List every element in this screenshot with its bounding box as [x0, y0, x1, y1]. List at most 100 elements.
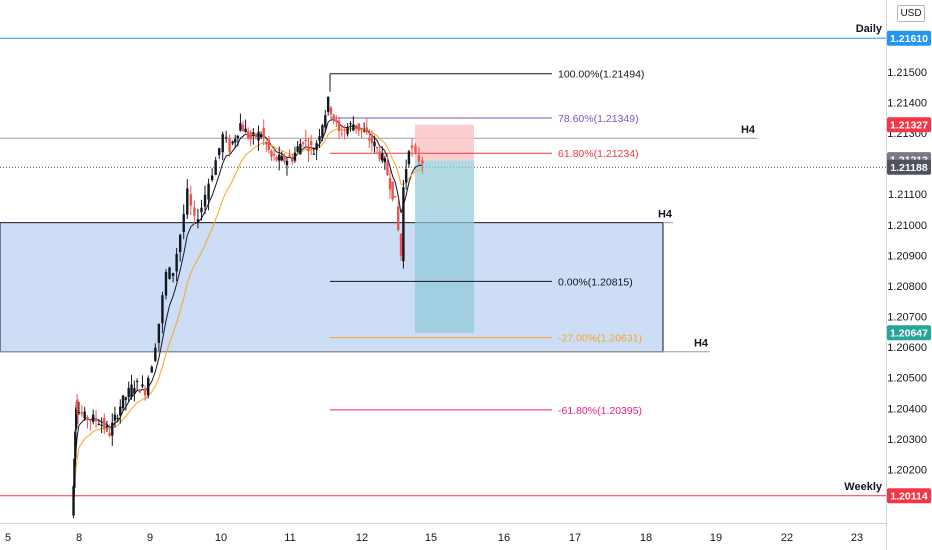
price-tick-1.21500: 1.21500: [887, 67, 927, 79]
price-tag-label: 1.21610: [890, 33, 928, 45]
candle-body: [150, 366, 153, 373]
candle-body: [329, 107, 333, 115]
candle-body: [402, 187, 405, 262]
candle-body: [312, 153, 316, 155]
price-tick-1.21000: 1.21000: [887, 220, 927, 232]
candle-body: [164, 272, 168, 296]
position-layer: [415, 124, 474, 333]
time-tick-16: 16: [498, 532, 510, 544]
candle-body: [388, 178, 392, 190]
time-tick-22: 22: [781, 532, 793, 544]
candle-body: [394, 195, 397, 198]
candle-body: [121, 395, 125, 409]
currency-button[interactable]: USD: [897, 5, 925, 22]
candle-body: [321, 125, 324, 138]
time-tick-19: 19: [710, 532, 722, 544]
candle-body: [161, 295, 164, 324]
price-tick-1.20800: 1.20800: [887, 281, 927, 293]
candle-body: [224, 137, 228, 139]
candle-body: [94, 418, 98, 422]
candle-body: [236, 135, 240, 139]
candle-body: [357, 123, 361, 131]
candle-body: [231, 141, 234, 144]
candle-body: [157, 323, 161, 343]
candle-body: [407, 151, 411, 165]
candle-body: [354, 125, 358, 129]
candle-body: [116, 417, 119, 419]
candle-body: [375, 147, 379, 149]
level-label-h4: H4: [694, 338, 709, 350]
candle-body: [352, 124, 355, 131]
candle-body: [299, 143, 302, 155]
time-tick-23: 23: [851, 532, 863, 544]
candle-body: [72, 486, 75, 516]
price-axis[interactable]: 1.215001.214001.213001.211001.210001.209…: [887, 67, 927, 477]
candle-body: [346, 127, 349, 135]
time-tick-9: 9: [147, 532, 153, 544]
demand-zone-box[interactable]: [0, 222, 664, 353]
candle-body: [127, 387, 130, 398]
candle-body: [221, 134, 224, 153]
candle-body: [365, 127, 368, 133]
candle-body: [340, 133, 344, 135]
candle-body: [214, 160, 217, 175]
level-label-daily: Daily: [856, 23, 883, 35]
candle-body: [254, 133, 258, 138]
candle-layer: [72, 96, 424, 519]
zone-layer: [0, 222, 664, 353]
candle-body: [141, 384, 144, 387]
fib-label-3: 0.00%(1.20815): [558, 276, 633, 288]
candle-body: [89, 419, 92, 421]
candle-body: [249, 132, 252, 140]
level-label-h4: H4: [741, 124, 756, 136]
candle-body: [267, 139, 271, 151]
candle-body: [410, 145, 414, 149]
candle-body: [383, 158, 387, 163]
candle-body: [103, 418, 106, 429]
candle-body: [111, 422, 114, 436]
price-tick-1.20400: 1.20400: [887, 403, 927, 415]
time-tick-18: 18: [640, 532, 652, 544]
time-tick-11: 11: [284, 532, 295, 544]
candle-body: [124, 397, 128, 400]
candle-body: [381, 153, 384, 161]
candle-body: [74, 431, 77, 458]
candle-body: [278, 154, 281, 161]
price-tick-1.21100: 1.21100: [888, 189, 927, 201]
candle-body: [283, 155, 286, 162]
fib-label-4: -27.00%(1.20631): [558, 333, 642, 345]
candle-body: [100, 424, 103, 427]
price-tick-1.20900: 1.20900: [887, 250, 927, 262]
candle-body: [83, 411, 86, 419]
price-tick-1.20300: 1.20300: [887, 434, 927, 446]
candle-body: [92, 414, 95, 422]
candle-body: [326, 97, 330, 112]
candle-body: [133, 388, 136, 394]
price-tick-1.20200: 1.20200: [887, 464, 927, 476]
candle-body: [291, 158, 294, 162]
candle-body: [349, 123, 352, 125]
candle-body: [119, 406, 122, 416]
candle-body: [97, 423, 101, 425]
candle-body: [76, 409, 80, 414]
candle-body: [210, 175, 214, 181]
candle-body: [293, 152, 297, 161]
price-tag-box: [887, 159, 931, 175]
candle-body: [135, 380, 139, 382]
candle-body: [138, 389, 141, 393]
time-axis[interactable]: 5 8 9 10 11 12 15 16 17 18 19 22 23: [5, 532, 863, 544]
candle-body: [203, 194, 207, 207]
candle-body: [200, 207, 203, 213]
candle-body: [75, 400, 79, 410]
fib-label-2: 61.80%(1.21234): [558, 148, 639, 160]
position-stop-zone[interactable]: [415, 124, 474, 161]
position-target-zone[interactable]: [415, 160, 474, 333]
price-tag-label: 1.20647: [890, 328, 928, 340]
candle-body: [280, 156, 284, 161]
candle-body: [175, 253, 178, 272]
candle-body: [378, 151, 381, 160]
fib-label-0: 100.00%(1.21494): [558, 69, 644, 81]
candle-body: [343, 129, 346, 131]
candle-body: [207, 183, 210, 200]
